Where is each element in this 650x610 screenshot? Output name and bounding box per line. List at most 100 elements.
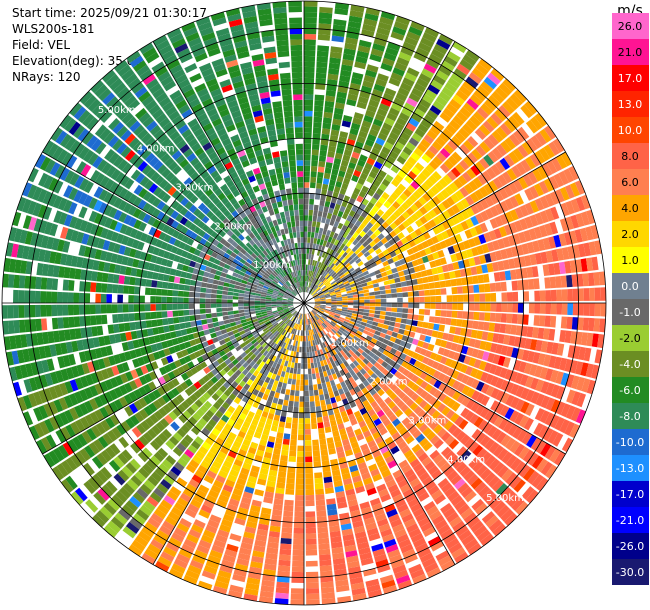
velocity-gate xyxy=(314,315,319,320)
velocity-gate xyxy=(128,313,135,322)
velocity-gate xyxy=(270,425,278,432)
velocity-gate xyxy=(321,251,326,258)
velocity-gate xyxy=(282,296,289,299)
velocity-gate xyxy=(409,231,418,240)
velocity-gate xyxy=(436,266,444,274)
velocity-gate xyxy=(376,209,385,217)
velocity-gate xyxy=(554,189,565,203)
velocity-gate xyxy=(277,307,283,311)
velocity-gate xyxy=(272,397,279,404)
velocity-gate xyxy=(237,274,244,280)
velocity-gate xyxy=(465,49,480,62)
velocity-gate xyxy=(431,361,440,370)
velocity-gate xyxy=(328,391,335,399)
velocity-gate xyxy=(274,442,282,450)
velocity-gate xyxy=(477,321,485,330)
velocity-gate xyxy=(432,216,442,226)
velocity-gate xyxy=(340,393,347,401)
velocity-gate xyxy=(335,371,342,378)
velocity-gate xyxy=(304,248,307,254)
velocity-gate xyxy=(342,238,349,245)
velocity-gate xyxy=(87,477,100,491)
velocity-gate xyxy=(456,382,466,393)
velocity-gate xyxy=(288,456,296,462)
velocity-gate xyxy=(203,253,211,261)
velocity-gate xyxy=(372,548,386,558)
velocity-gate xyxy=(287,298,294,301)
velocity-gate xyxy=(318,309,325,313)
velocity-gate xyxy=(263,336,270,342)
velocity-gate xyxy=(297,318,300,325)
velocity-gate xyxy=(336,198,343,206)
velocity-gate xyxy=(173,432,183,442)
velocity-gate xyxy=(63,214,73,227)
velocity-gate xyxy=(269,366,275,374)
velocity-gate xyxy=(483,321,490,331)
velocity-gate xyxy=(152,272,159,280)
velocity-gate xyxy=(225,397,233,406)
velocity-gate xyxy=(337,451,346,459)
velocity-gate xyxy=(290,322,294,328)
velocity-gate xyxy=(312,265,316,272)
velocity-gate xyxy=(264,388,271,396)
velocity-gate xyxy=(316,416,323,423)
velocity-gate xyxy=(499,200,509,213)
velocity-gate xyxy=(218,494,230,503)
velocity-gate xyxy=(464,410,475,422)
velocity-gate xyxy=(297,341,300,347)
velocity-gate xyxy=(331,282,338,287)
velocity-gate xyxy=(473,284,480,293)
velocity-gate xyxy=(105,229,114,241)
velocity-gate xyxy=(410,273,417,280)
velocity-gate xyxy=(466,98,479,110)
velocity-gate xyxy=(385,47,399,57)
velocity-gate xyxy=(412,507,425,518)
velocity-gate xyxy=(194,436,204,446)
velocity-gate xyxy=(227,474,238,483)
velocity-gate xyxy=(452,380,461,390)
velocity-gate xyxy=(372,43,386,52)
velocity-gate xyxy=(365,404,373,412)
velocity-gate xyxy=(323,290,329,294)
velocity-gate xyxy=(321,597,336,605)
velocity-gate xyxy=(338,170,346,178)
velocity-gate xyxy=(130,369,139,379)
velocity-gate xyxy=(461,277,468,286)
velocity-gate xyxy=(375,295,381,299)
velocity-gate xyxy=(339,336,345,342)
velocity-gate xyxy=(304,363,308,369)
velocity-gate xyxy=(408,194,418,203)
velocity-gate xyxy=(87,338,95,349)
velocity-gate xyxy=(481,170,492,182)
velocity-gate xyxy=(282,306,289,309)
velocity-gate xyxy=(338,283,344,288)
velocity-gate xyxy=(472,444,484,457)
velocity-gate xyxy=(88,210,98,223)
velocity-gate xyxy=(366,64,379,73)
velocity-gate xyxy=(313,122,322,129)
velocity-gate xyxy=(366,527,379,536)
velocity-gate xyxy=(485,385,495,397)
velocity-gate xyxy=(500,434,512,447)
velocity-gate xyxy=(308,324,312,330)
velocity-gate xyxy=(440,431,451,442)
velocity-gate xyxy=(340,523,352,531)
velocity-gate xyxy=(323,271,328,278)
velocity-gate xyxy=(439,280,446,288)
velocity-gate xyxy=(163,546,177,558)
velocity-gate xyxy=(352,294,359,298)
velocity-gate xyxy=(9,258,17,273)
velocity-gate xyxy=(76,364,85,376)
velocity-gate xyxy=(205,560,220,570)
velocity-gate xyxy=(204,423,214,432)
velocity-gate xyxy=(420,182,430,192)
velocity-gate xyxy=(40,437,52,452)
velocity-gate xyxy=(396,312,403,318)
velocity-gate xyxy=(304,182,310,188)
velocity-gate xyxy=(310,417,317,424)
velocity-gate xyxy=(286,326,291,332)
velocity-gate xyxy=(339,205,346,213)
velocity-gate xyxy=(391,178,400,188)
velocity-gate xyxy=(135,268,143,278)
velocity-gate xyxy=(288,320,292,326)
